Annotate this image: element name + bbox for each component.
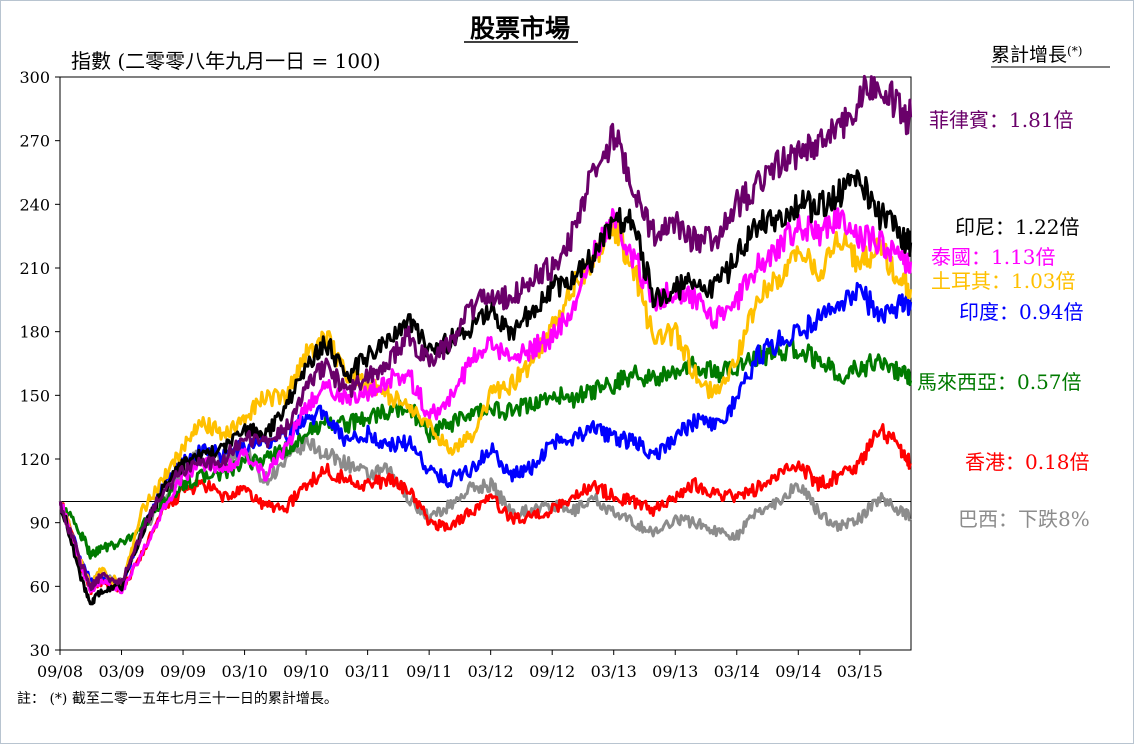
series-label: 馬來西亞：0.57倍: [917, 370, 1082, 394]
x-tick-label: 03/14: [714, 662, 760, 681]
series-line: [58, 169, 913, 606]
y-tick-label: 210: [19, 259, 50, 278]
series-label: 香港：0.18倍: [965, 450, 1090, 474]
x-tick-label: 09/09: [160, 662, 206, 681]
plot-area: [59, 76, 912, 651]
x-tick-label: 09/10: [283, 662, 329, 681]
x-tick-label: 03/13: [591, 662, 637, 681]
x-axis: 09/08 03/09 09/09 03/10 09/10 03/11 09/11 03/12…: [37, 650, 883, 681]
x-tick-label: 03/15: [837, 662, 883, 681]
series-line: [58, 216, 913, 591]
x-tick-label: 09/14: [775, 662, 821, 681]
series-line: [58, 281, 913, 591]
series-label: 菲律賓：1.81倍: [929, 108, 1074, 132]
series-lines: [58, 74, 913, 606]
y-axis-title: 指數 (二零零八年九月一日 = 100): [71, 49, 381, 73]
cumulative-header-mark: (*): [1067, 44, 1082, 58]
x-tick-label: 03/11: [345, 662, 391, 681]
series-label: 印度：0.94倍: [959, 300, 1084, 324]
y-tick-label: 270: [19, 132, 50, 151]
x-tick-label: 03/12: [468, 662, 514, 681]
cumulative-header-text: 累計增長: [991, 44, 1067, 66]
y-tick-label: 180: [19, 323, 50, 342]
series-label: 泰國：1.13倍: [931, 245, 1056, 269]
y-tick-label: 120: [19, 450, 50, 469]
footnote: 註： (*) 截至二零一五年七月三十一日的累計增長。: [17, 691, 338, 707]
series-labels: 巴西：下跌8% 香港：0.18倍 馬來西亞：0.57倍 印度：0.94倍 土耳其：1.0…: [917, 108, 1090, 531]
y-tick-label: 300: [19, 68, 50, 87]
y-tick-label: 60: [30, 577, 50, 596]
series-label: 印尼：1.22倍: [955, 215, 1080, 239]
series-line: [58, 207, 913, 595]
series-label: 土耳其：1.03倍: [931, 269, 1076, 293]
cumulative-header: 累計增長(*): [991, 44, 1082, 66]
x-tick-label: 09/12: [529, 662, 575, 681]
series-line: [58, 338, 913, 560]
y-tick-label: 90: [30, 514, 50, 533]
x-tick-label: 09/13: [652, 662, 698, 681]
series-line: [58, 74, 913, 592]
x-tick-label: 09/11: [406, 662, 452, 681]
x-tick-label: 09/08: [37, 662, 83, 681]
chart-title: 股票市場: [470, 14, 570, 43]
y-tick-label: 150: [19, 386, 50, 405]
x-tick-label: 03/10: [222, 662, 268, 681]
x-tick-label: 03/09: [98, 662, 144, 681]
y-axis: 30 60 90 120 150 180 210 240 270 300: [19, 68, 60, 660]
series-label: 巴西：下跌8%: [958, 507, 1090, 531]
y-tick-label: 240: [19, 195, 50, 214]
y-tick-label: 30: [30, 641, 50, 660]
